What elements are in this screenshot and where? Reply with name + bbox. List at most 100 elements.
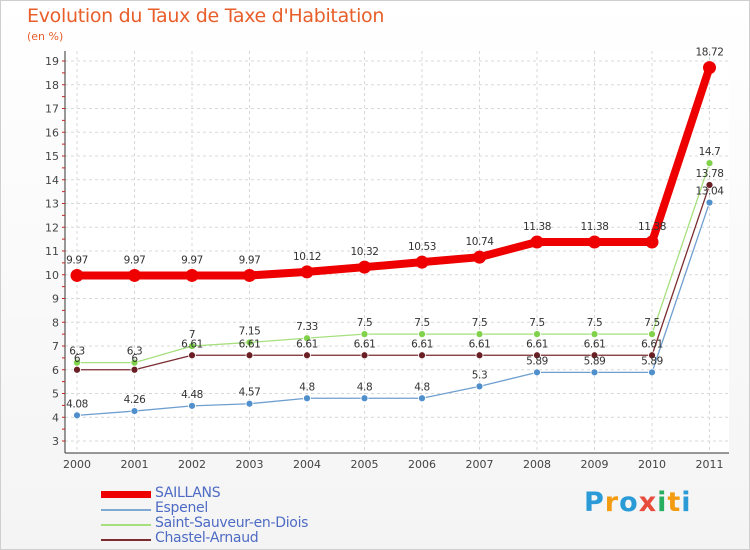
data-label: 7.15 (239, 325, 261, 337)
data-point (130, 365, 139, 374)
plot-area (65, 51, 729, 453)
data-label: 6.61 (239, 338, 261, 350)
series-line-0 (77, 66, 714, 280)
data-point (360, 330, 369, 339)
legend-label: Saint-Sauveur-en-Diois (155, 515, 309, 531)
data-label: 9.97 (124, 254, 146, 266)
data-point (303, 334, 311, 343)
data-point (303, 394, 311, 403)
y-tick-label: 13 (45, 198, 59, 211)
y-tick-label: 16 (45, 126, 59, 139)
legend-swatch (101, 491, 151, 498)
data-point (358, 260, 371, 274)
y-unit-label: (en %) (27, 30, 64, 43)
x-tick-label: 2004 (293, 458, 321, 471)
data-label: 4.26 (124, 394, 146, 406)
data-label: 6 (74, 353, 81, 365)
data-label: 6.61 (584, 338, 606, 350)
data-label: 5.89 (584, 355, 606, 367)
data-point (188, 401, 196, 410)
data-label: 5.89 (641, 355, 663, 367)
data-point (303, 351, 311, 360)
data-label: 10.74 (465, 236, 494, 248)
x-tick-label: 2009 (581, 458, 609, 471)
data-label: 11.38 (580, 221, 608, 233)
x-tick-label: 2002 (178, 458, 206, 471)
data-point (245, 399, 254, 408)
data-label: 6 (131, 353, 138, 365)
x-tick-label: 2008 (523, 458, 551, 471)
data-label: 6.61 (181, 338, 203, 350)
data-label: 6.61 (526, 338, 548, 350)
proxiti-logo: Proxiti (584, 487, 692, 518)
data-label: 5.89 (526, 355, 548, 367)
y-tick-label: 10 (45, 269, 59, 282)
y-tick-label: 8 (52, 316, 59, 329)
data-point (73, 411, 81, 420)
data-point (73, 365, 81, 374)
data-label: 11.38 (638, 221, 666, 233)
data-label: 7.5 (644, 317, 660, 329)
data-point (645, 235, 659, 249)
y-tick-label: 17 (45, 103, 59, 116)
data-label: 9.97 (66, 254, 88, 266)
data-label: 7.5 (587, 317, 603, 329)
x-tick-label: 2006 (408, 458, 436, 471)
data-point (188, 342, 196, 350)
data-label: 7 (189, 329, 195, 341)
data-label: 7.5 (357, 317, 373, 329)
data-point (530, 235, 544, 249)
x-tick-label: 2011 (696, 458, 724, 471)
y-tick-label: 12 (45, 221, 59, 234)
data-point (590, 330, 599, 339)
data-point (533, 330, 541, 339)
data-label: 10.12 (293, 251, 321, 263)
data-point (128, 268, 141, 282)
data-label: 13.04 (695, 186, 724, 198)
chart-title: Evolution du Taux de Taxe d'Habitation (27, 5, 385, 27)
data-point (588, 235, 601, 249)
data-point (590, 351, 599, 360)
x-tick-label: 2007 (466, 458, 494, 471)
data-point (475, 330, 484, 339)
y-tick-label: 18 (45, 79, 59, 92)
data-point (70, 268, 84, 282)
legend-label: SAILLANS (155, 485, 221, 501)
data-label: 11.38 (523, 221, 551, 233)
legend-label: Espenel (155, 500, 208, 516)
x-tick-label: 2010 (638, 458, 666, 471)
x-tick-label: 2001 (121, 458, 149, 471)
data-label: 4.8 (357, 381, 373, 393)
legend-swatch (101, 509, 151, 511)
data-point (415, 255, 429, 269)
data-point (648, 351, 656, 360)
data-label: 4.57 (239, 387, 261, 399)
x-tick-label: 2000 (63, 458, 91, 471)
data-point (418, 351, 426, 360)
y-tick-label: 9 (52, 293, 59, 306)
data-point (418, 394, 426, 403)
data-point (300, 265, 314, 279)
data-label: 9.97 (181, 254, 203, 266)
data-label: 4.8 (299, 381, 315, 393)
data-point (185, 268, 199, 282)
data-label: 7.5 (414, 317, 430, 329)
data-point (360, 394, 369, 403)
legend-label: Chastel-Arnaud (155, 530, 259, 546)
data-label: 5.3 (472, 369, 488, 381)
data-point (243, 268, 256, 282)
data-label: 6.61 (354, 338, 376, 350)
logo-letter: o (619, 487, 639, 518)
logo-letter: i (657, 487, 668, 518)
legend-swatch (101, 539, 151, 541)
data-label: 6.61 (469, 338, 491, 350)
data-label: 9.97 (239, 254, 261, 266)
data-label: 4.8 (414, 381, 430, 393)
data-point (245, 351, 254, 360)
legend-swatch (101, 524, 151, 526)
data-label: 10.53 (408, 241, 436, 253)
data-label: 13.78 (695, 168, 723, 180)
data-point (590, 368, 599, 377)
logo-letter: x (638, 487, 658, 518)
y-tick-label: 15 (45, 150, 59, 163)
